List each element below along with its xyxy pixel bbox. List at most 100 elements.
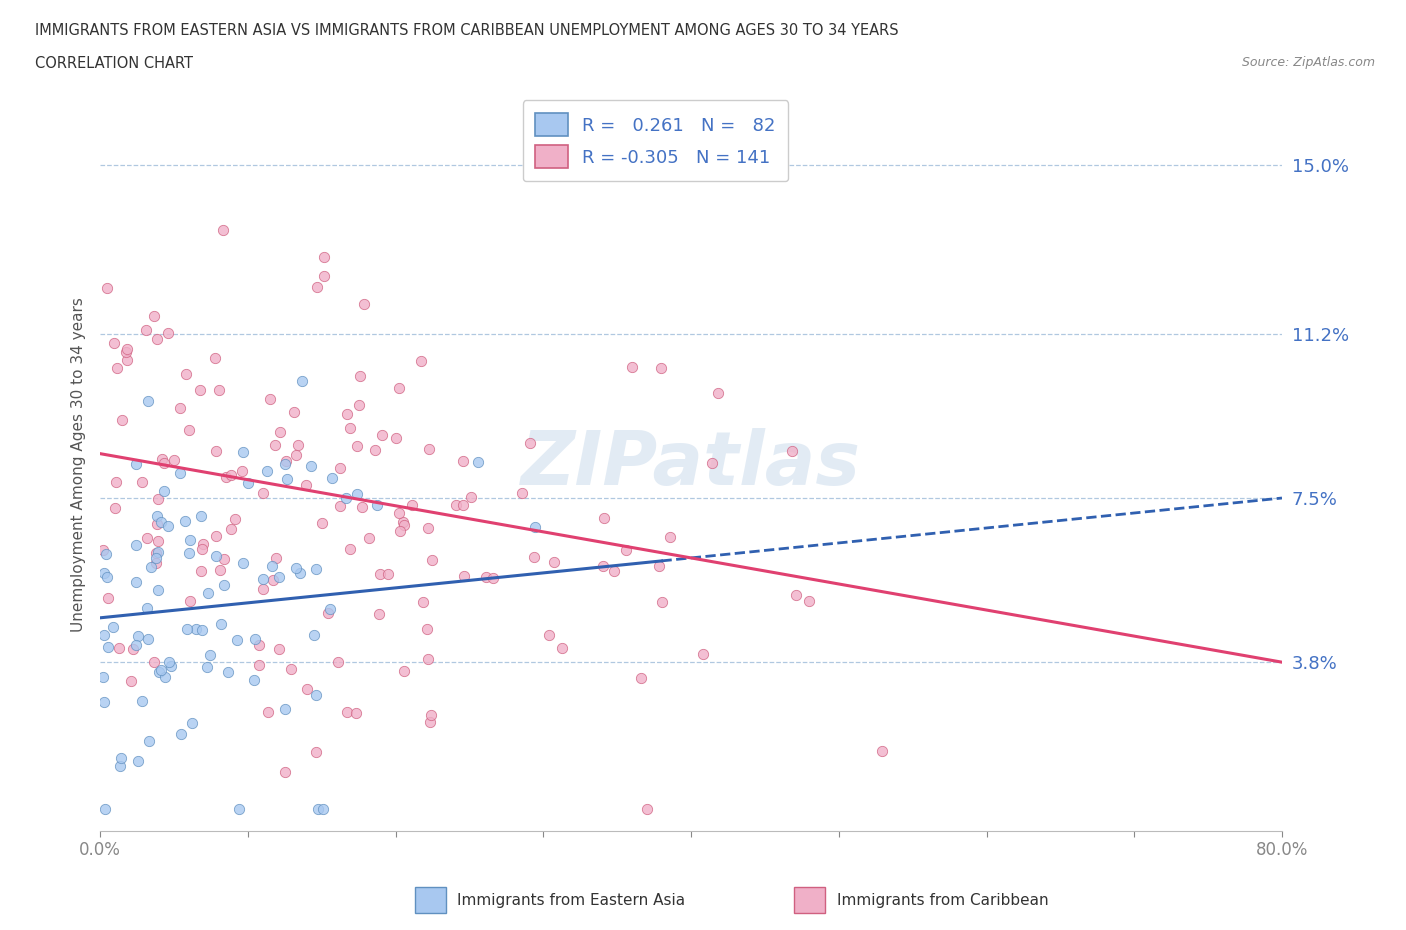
- Point: [174, 513, 197, 528]
- Point: [648, 559, 671, 574]
- Point: [93, 628, 115, 643]
- Point: [291, 374, 314, 389]
- Point: [551, 641, 574, 656]
- Point: [177, 545, 200, 560]
- Point: [103, 500, 125, 515]
- Point: [523, 550, 546, 565]
- Point: [212, 551, 235, 566]
- Point: [274, 457, 297, 472]
- Point: [125, 574, 148, 589]
- Point: [368, 606, 391, 621]
- Point: [264, 551, 287, 565]
- Point: [120, 673, 142, 688]
- Point: [543, 555, 565, 570]
- Point: [152, 484, 174, 498]
- Point: [117, 353, 139, 368]
- Point: [232, 445, 254, 459]
- Point: [419, 714, 441, 729]
- Point: [125, 538, 148, 552]
- Point: [460, 490, 482, 505]
- Point: [267, 641, 290, 656]
- Point: [148, 534, 170, 549]
- Text: ZIPatlas: ZIPatlas: [522, 428, 860, 501]
- Point: [138, 733, 160, 748]
- Point: [519, 435, 541, 450]
- Point: [339, 542, 361, 557]
- Point: [316, 605, 339, 620]
- Point: [305, 562, 328, 577]
- Point: [148, 665, 170, 680]
- Point: [614, 542, 637, 557]
- Point: [592, 511, 614, 525]
- Point: [692, 647, 714, 662]
- Point: [283, 405, 305, 419]
- Point: [225, 632, 247, 647]
- Point: [243, 631, 266, 646]
- Point: [252, 485, 274, 500]
- Point: [307, 801, 329, 816]
- Point: [190, 623, 212, 638]
- Point: [418, 652, 440, 667]
- Point: [295, 477, 318, 492]
- Point: [707, 385, 730, 400]
- Point: [208, 563, 231, 578]
- Point: [170, 726, 193, 741]
- Point: [335, 491, 357, 506]
- Point: [314, 249, 336, 264]
- Point: [186, 622, 208, 637]
- Point: [149, 514, 172, 529]
- Point: [200, 647, 222, 662]
- Point: [284, 447, 307, 462]
- Point: [346, 486, 368, 501]
- Point: [204, 549, 226, 564]
- Point: [357, 531, 380, 546]
- Point: [295, 682, 318, 697]
- Point: [146, 509, 169, 524]
- Point: [197, 586, 219, 601]
- Point: [276, 472, 298, 486]
- Point: [335, 406, 357, 421]
- Point: [208, 382, 231, 397]
- Point: [444, 498, 467, 512]
- Point: [115, 345, 138, 360]
- Point: [363, 443, 385, 458]
- Point: [387, 381, 409, 396]
- Point: [311, 515, 333, 530]
- Point: [321, 470, 343, 485]
- Point: [214, 470, 236, 485]
- Point: [204, 351, 226, 365]
- Point: [231, 463, 253, 478]
- Point: [219, 522, 242, 537]
- Point: [262, 573, 284, 588]
- Point: [346, 439, 368, 454]
- Point: [389, 524, 412, 538]
- Point: [93, 565, 115, 580]
- Text: Immigrants from Caribbean: Immigrants from Caribbean: [837, 893, 1049, 908]
- Point: [451, 454, 474, 469]
- Point: [267, 570, 290, 585]
- Point: [371, 428, 394, 443]
- Point: [228, 801, 250, 816]
- Text: IMMIGRANTS FROM EASTERN ASIA VS IMMIGRANTS FROM CARIBBEAN UNEMPLOYMENT AMONG AGE: IMMIGRANTS FROM EASTERN ASIA VS IMMIGRAN…: [35, 23, 898, 38]
- Point: [176, 621, 198, 636]
- Point: [122, 642, 145, 657]
- Point: [392, 517, 415, 532]
- Point: [312, 801, 335, 816]
- Point: [153, 456, 176, 471]
- Point: [256, 463, 278, 478]
- Point: [136, 393, 159, 408]
- Point: [247, 638, 270, 653]
- Point: [103, 336, 125, 351]
- Point: [131, 475, 153, 490]
- Point: [108, 640, 131, 655]
- Point: [602, 564, 624, 578]
- Point: [179, 533, 201, 548]
- Point: [190, 564, 212, 578]
- Point: [232, 555, 254, 570]
- Point: [190, 509, 212, 524]
- Point: [350, 499, 373, 514]
- Point: [420, 552, 443, 567]
- Point: [115, 341, 138, 356]
- Point: [145, 555, 167, 570]
- Point: [329, 498, 352, 513]
